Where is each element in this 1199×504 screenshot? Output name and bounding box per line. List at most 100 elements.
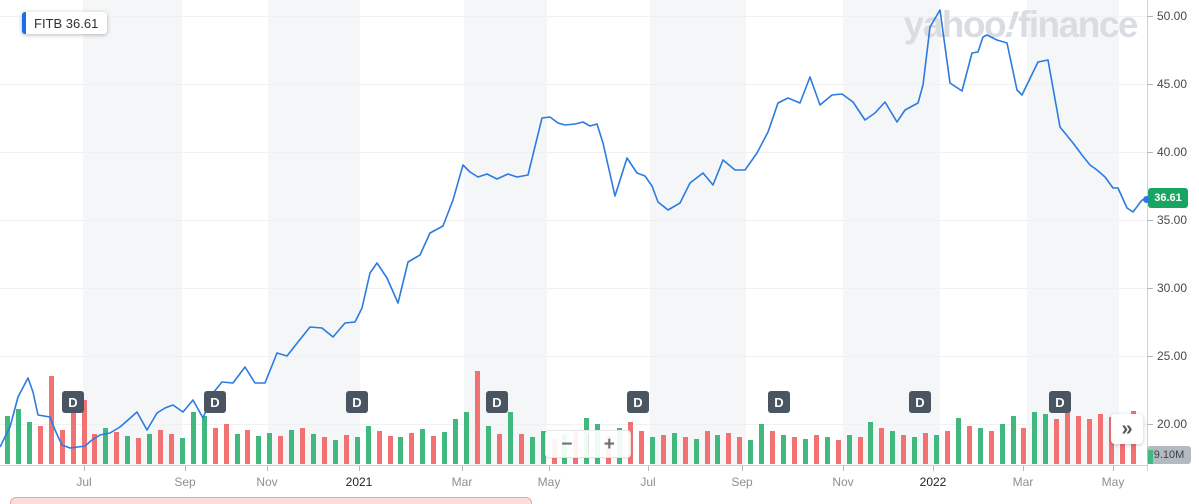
volume-bar bbox=[835, 440, 841, 464]
volume-bar bbox=[759, 424, 765, 464]
volume-bar bbox=[398, 437, 404, 464]
y-axis-label: 40.00 bbox=[1157, 145, 1188, 159]
volume-bar bbox=[147, 434, 153, 464]
dividend-marker[interactable]: D bbox=[1049, 391, 1071, 413]
x-axis-tick bbox=[843, 466, 844, 471]
volume-bar bbox=[201, 416, 207, 464]
month-stripe bbox=[650, 0, 746, 465]
volume-bar bbox=[638, 431, 644, 464]
volume-bar bbox=[442, 432, 448, 464]
volume-bar bbox=[343, 435, 349, 464]
dividend-marker[interactable]: D bbox=[486, 391, 508, 413]
zoom-control: − + bbox=[545, 430, 631, 458]
volume-bar bbox=[671, 433, 677, 464]
last-price-badge: 36.61 bbox=[1148, 188, 1188, 208]
y-axis-label: 35.00 bbox=[1157, 213, 1188, 227]
volume-bar bbox=[485, 426, 491, 464]
dividend-marker[interactable]: D bbox=[62, 391, 84, 413]
volume-bar bbox=[1076, 416, 1082, 464]
plus-icon: + bbox=[603, 433, 615, 455]
volume-bar bbox=[256, 436, 262, 464]
range-slider-track[interactable] bbox=[10, 497, 532, 504]
dividend-marker[interactable]: D bbox=[909, 391, 931, 413]
dividend-marker[interactable]: D bbox=[627, 391, 649, 413]
zoom-in-button[interactable]: + bbox=[589, 431, 631, 457]
volume-bar bbox=[660, 435, 666, 464]
x-axis-tick bbox=[1023, 466, 1024, 471]
volume-bar bbox=[1021, 428, 1027, 464]
volume-bar bbox=[704, 431, 710, 464]
volume-bar bbox=[682, 437, 688, 464]
x-axis-line bbox=[0, 465, 1148, 466]
x-axis-label: May bbox=[1101, 475, 1125, 489]
x-axis-label: 2021 bbox=[345, 475, 373, 489]
x-axis-tick bbox=[549, 466, 550, 471]
x-axis-tick bbox=[742, 466, 743, 471]
dividend-marker[interactable]: D bbox=[768, 391, 790, 413]
y-axis-tick bbox=[1147, 152, 1153, 153]
volume-bar bbox=[540, 431, 546, 464]
y-axis-label: 20.00 bbox=[1157, 417, 1188, 431]
volume-bar bbox=[300, 428, 306, 464]
month-stripe bbox=[268, 0, 360, 465]
symbol-legend: FITB 36.61 bbox=[22, 12, 108, 34]
volume-bar bbox=[791, 437, 797, 464]
volume-bar bbox=[409, 433, 415, 464]
volume-bar bbox=[431, 436, 437, 464]
volume-bar bbox=[999, 424, 1005, 464]
volume-bar bbox=[934, 435, 940, 464]
volume-bar bbox=[332, 440, 338, 464]
volume-bar bbox=[737, 437, 743, 464]
y-axis-tick bbox=[1147, 16, 1153, 17]
dividend-marker[interactable]: D bbox=[204, 391, 226, 413]
x-axis-label: Mar bbox=[1012, 475, 1034, 489]
volume-bar bbox=[59, 430, 65, 464]
expand-button[interactable]: » bbox=[1111, 414, 1143, 444]
volume-bar bbox=[977, 428, 983, 464]
volume-bar bbox=[15, 409, 21, 464]
volume-bar bbox=[234, 434, 240, 464]
dividend-marker[interactable]: D bbox=[346, 391, 368, 413]
volume-bar bbox=[1043, 414, 1049, 464]
chart-end-dot bbox=[1143, 196, 1150, 203]
volume-bar bbox=[1065, 412, 1071, 464]
volume-bar bbox=[114, 432, 120, 464]
h-gridline bbox=[0, 356, 1147, 357]
volume-bar bbox=[529, 437, 535, 464]
y-axis-tick bbox=[1147, 220, 1153, 221]
volume-bar bbox=[289, 430, 295, 464]
y-axis-tick bbox=[1147, 356, 1153, 357]
volume-bar bbox=[1054, 419, 1060, 464]
volume-bar bbox=[496, 434, 502, 464]
month-stripe bbox=[83, 0, 182, 465]
volume-bar bbox=[5, 416, 10, 464]
volume-bar bbox=[781, 435, 787, 464]
x-axis-tick bbox=[359, 466, 360, 471]
volume-bar bbox=[321, 437, 327, 464]
volume-bar bbox=[420, 429, 426, 464]
x-axis-label: Mar bbox=[451, 475, 473, 489]
y-axis-label: 30.00 bbox=[1157, 281, 1188, 295]
y-axis-label: 50.00 bbox=[1157, 9, 1188, 23]
x-axis-tick bbox=[462, 466, 463, 471]
h-gridline bbox=[0, 152, 1147, 153]
volume-bar bbox=[901, 435, 907, 464]
h-gridline bbox=[0, 288, 1147, 289]
volume-bar bbox=[879, 428, 885, 464]
double-chevron-right-icon: » bbox=[1121, 417, 1133, 440]
price-chart-svg bbox=[0, 9, 1148, 449]
zoom-out-button[interactable]: − bbox=[546, 431, 588, 457]
h-gridline bbox=[0, 220, 1147, 221]
x-axis-label: Nov bbox=[832, 475, 854, 489]
y-axis-tick bbox=[1147, 84, 1153, 85]
volume-bar bbox=[507, 412, 513, 464]
legend-color-bar bbox=[22, 12, 26, 34]
volume-bar bbox=[846, 435, 852, 464]
volume-bar bbox=[103, 428, 109, 464]
x-axis-label: Jul bbox=[640, 475, 656, 489]
zoom-control-divider bbox=[587, 434, 589, 454]
x-axis-label: Sep bbox=[731, 475, 753, 489]
y-axis-line bbox=[1147, 0, 1148, 471]
volume-bar bbox=[453, 419, 459, 464]
x-axis-label: May bbox=[537, 475, 561, 489]
